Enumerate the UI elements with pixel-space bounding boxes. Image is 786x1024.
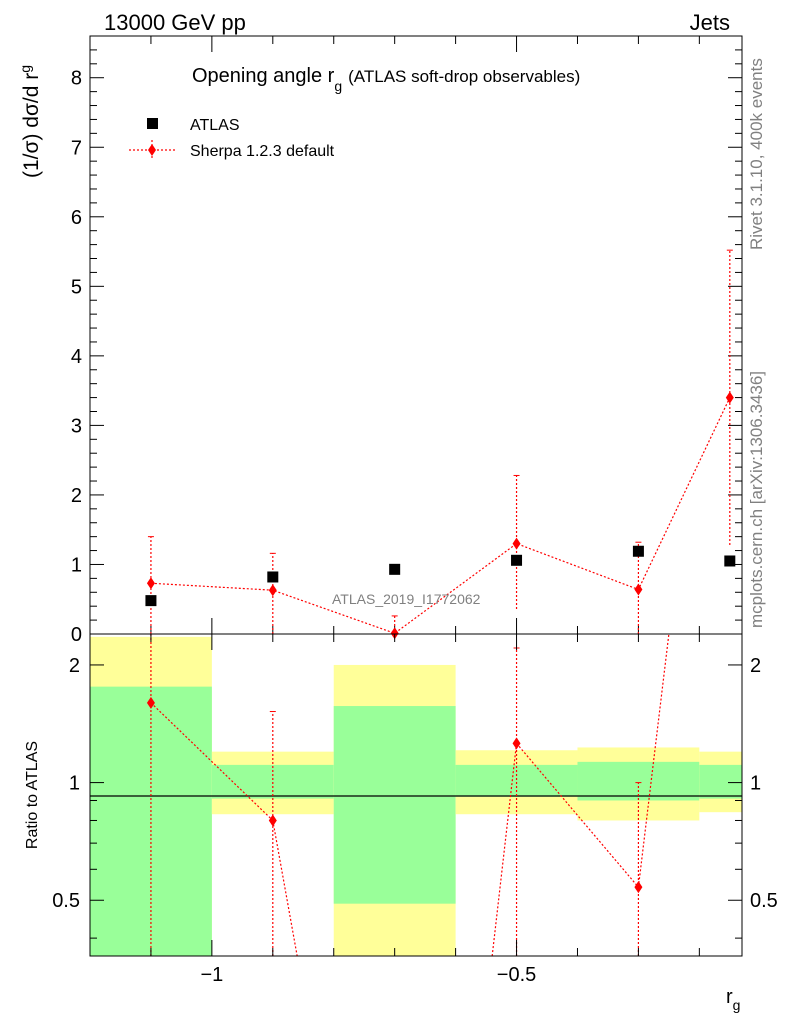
x-axis-label-sub: g	[733, 997, 741, 1013]
ratio-sherpa-line-offscale	[272, 820, 298, 957]
main-data-marks	[145, 249, 736, 640]
ratio-sherpa-point	[268, 814, 277, 827]
ratio-y-tick-label-right: 1	[750, 773, 761, 795]
main-y-axis-label-sub: g	[17, 65, 33, 73]
atlas-point	[145, 595, 157, 607]
legend-sherpa-marker	[148, 144, 156, 156]
analysis-watermark: ATLAS_2019_I1772062	[332, 591, 481, 607]
main-y-tick-label: 2	[71, 485, 82, 507]
main-y-tick-label: 3	[71, 415, 82, 437]
sherpa-point	[146, 577, 155, 590]
ratio-axis-ticks: 0.5 0.5 1 1 2 2 −1 −0.5	[52, 634, 778, 986]
rivet-label: Rivet 3.1.10, 400k events	[747, 58, 766, 250]
plot-title-sub: g	[334, 78, 342, 94]
main-y-tick-label: 1	[71, 554, 82, 576]
ratio-y-tick-label-right: 0.5	[750, 890, 778, 912]
ratio-y-tick-label: 1	[69, 773, 80, 795]
sherpa-point	[390, 627, 399, 640]
atlas-point	[267, 571, 279, 583]
mcplots-label: mcplots.cern.ch [arXiv:1306.3436]	[747, 371, 766, 628]
atlas-point	[632, 545, 644, 557]
plot-title-rest: (ATLAS soft-drop observables)	[348, 67, 580, 86]
sherpa-point	[634, 583, 643, 596]
ratio-data-marks	[146, 633, 670, 957]
ratio-sherpa-line	[516, 742, 639, 888]
main-y-tick-label: 4	[71, 346, 82, 368]
x-tick-label: −0.5	[497, 964, 536, 986]
ratio-stat-uncertainty-band	[699, 764, 742, 799]
ratio-plot-frame	[89, 633, 743, 957]
ratio-stat-uncertainty-band	[211, 764, 334, 799]
legend: ATLAS Sherpa 1.2.3 default	[129, 117, 335, 160]
x-axis-label: rg	[726, 986, 740, 1013]
ratio-sherpa-point	[512, 737, 521, 750]
ratio-y-tick-label-right: 2	[750, 655, 761, 677]
ratio-y-tick-label: 0.5	[52, 890, 80, 912]
sherpa-point	[512, 537, 521, 550]
atlas-point	[389, 563, 401, 575]
plot-title-main: Opening angle r	[192, 65, 335, 87]
sherpa-point	[725, 391, 734, 404]
main-y-tick-label: 6	[71, 207, 82, 229]
ratio-y-axis-label: Ratio to ATLAS	[24, 741, 41, 849]
x-axis-label-main: r	[726, 986, 733, 1008]
sherpa-line	[150, 397, 731, 634]
ratio-sherpa-point	[146, 696, 155, 709]
atlas-point	[511, 554, 523, 566]
main-y-tick-label: 5	[71, 276, 82, 298]
main-y-axis-label: (1/σ) dσ/d rg	[17, 65, 43, 178]
ratio-stat-uncertainty-band	[333, 706, 456, 904]
legend-atlas-marker	[147, 118, 158, 129]
legend-atlas-label: ATLAS	[190, 117, 240, 134]
ratio-y-tick-label: 2	[69, 655, 80, 677]
main-y-axis-label-main: (1/σ) dσ/d r	[20, 73, 43, 178]
main-y-tick-label: 7	[71, 137, 82, 159]
atlas-point	[724, 555, 736, 567]
ratio-sherpa-line	[150, 702, 274, 821]
header-right: Jets	[690, 10, 730, 35]
plot-title: Opening angle rg (ATLAS soft-drop observa…	[192, 65, 580, 94]
header-left: 13000 GeV pp	[104, 10, 246, 35]
main-plot-frame	[89, 35, 743, 635]
main-y-tick-label: 0	[71, 624, 82, 646]
x-tick-label: −1	[200, 964, 223, 986]
ratio-sherpa-point	[634, 881, 643, 894]
ratio-uncertainty-bands	[90, 636, 742, 956]
main-y-tick-label: 8	[71, 68, 82, 90]
ratio-plot-panel: 0.5 0.5 1 1 2 2 −1 −0.5 Ratio to ATLAS rg	[24, 633, 778, 1013]
legend-sherpa-label: Sherpa 1.2.3 default	[190, 143, 335, 160]
sherpa-point	[268, 584, 277, 597]
ratio-sherpa-line-offscale	[637, 633, 670, 888]
